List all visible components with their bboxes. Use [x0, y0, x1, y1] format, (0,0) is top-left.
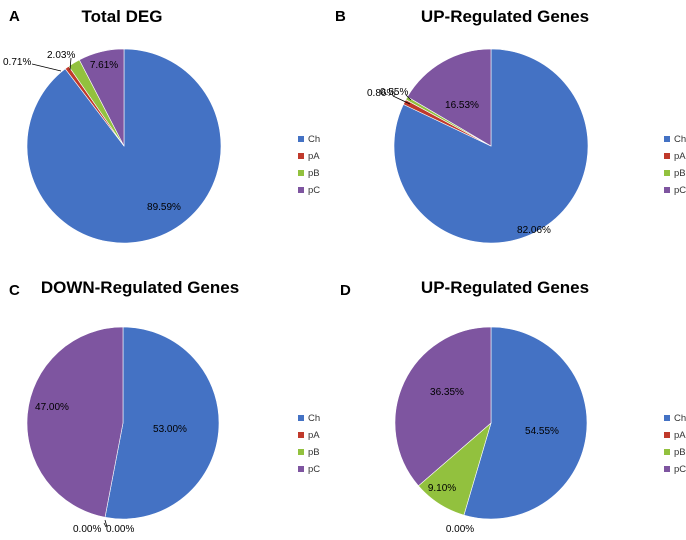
pie-chart-c: C DOWN-Regulated Genes 53.00% 0.00% 0.00% 47.… [9, 278, 320, 535]
data-label-pa: 0.00% [73, 524, 101, 535]
legend-label-ch: Ch [674, 134, 686, 145]
pie-chart-a: A Total DEG 89.59% 0.71% 2.03% 7.61% Ch pA pB pC [3, 7, 320, 244]
chart-title: UP-Regulated Genes [421, 278, 589, 297]
data-label-pa: 0.71% [3, 57, 31, 68]
legend-label-pa: pA [308, 430, 320, 441]
pie-chart-d: D UP-Regulated Genes 54.55% 0.00% 9.10% 36.35… [340, 278, 686, 535]
leader-line [31, 63, 62, 72]
legend-swatch-pc [298, 187, 304, 193]
pie-slice-pc [407, 48, 492, 147]
leader-line [104, 519, 108, 528]
legend-swatch-pa [664, 153, 670, 159]
legend-label-pb: pB [308, 168, 320, 179]
leader-line [392, 95, 411, 105]
data-label-ch: 82.06% [517, 225, 551, 236]
pie-slice-pc [26, 326, 124, 518]
panel-letter: C [9, 282, 20, 299]
legend-swatch-ch [664, 136, 670, 142]
data-label-pc: 16.53% [445, 100, 479, 111]
legend-label-ch: Ch [308, 413, 320, 424]
data-label-pc: 36.35% [430, 387, 464, 398]
legend-label-pb: pB [308, 447, 320, 458]
data-label-ch: 89.59% [147, 202, 181, 213]
leader-line [405, 94, 412, 101]
chart-title: Total DEG [82, 7, 163, 26]
legend-label-pc: pC [674, 464, 686, 475]
legend-label-ch: Ch [308, 134, 320, 145]
panel-letter: A [9, 8, 20, 25]
data-label-pa: 0.86% [367, 88, 395, 99]
legend-label-pa: pA [308, 151, 320, 162]
data-label-pb: 0.55% [380, 87, 408, 98]
data-label-pa: 0.00% [446, 524, 474, 535]
legend-swatch-pc [298, 466, 304, 472]
data-label-pb: 9.10% [428, 483, 456, 494]
data-label-pb: 2.03% [47, 50, 75, 61]
legend-label-pa: pA [674, 151, 686, 162]
pie-slice-pc [78, 48, 125, 147]
leader-line [69, 57, 72, 71]
legend-swatch-pa [298, 432, 304, 438]
legend-swatch-ch [298, 136, 304, 142]
legend-swatch-pc [664, 466, 670, 472]
legend-label-pb: pB [674, 447, 686, 458]
pie-slice-ch [463, 326, 588, 520]
panel-letter: B [335, 8, 346, 25]
data-label-pc: 7.61% [90, 60, 118, 71]
pie-slice-ch [26, 48, 222, 244]
panel-letter: D [340, 282, 351, 299]
legend-swatch-pb [298, 449, 304, 455]
pie-chart-b: B UP-Regulated Genes 82.06% 0.86%0.55% 16.53… [335, 7, 686, 244]
legend-label-pc: pC [308, 185, 320, 196]
legend-label-pa: pA [674, 430, 686, 441]
chart-title: UP-Regulated Genes [421, 7, 589, 26]
legend-label-ch: Ch [674, 413, 686, 424]
data-label-pc: 47.00% [35, 402, 69, 413]
legend-swatch-ch [664, 415, 670, 421]
data-label-ch: 53.00% [153, 424, 187, 435]
legend-swatch-pb [664, 170, 670, 176]
legend-swatch-pa [298, 153, 304, 159]
data-label-pb: 0.00% [106, 524, 134, 535]
legend-swatch-ch [298, 415, 304, 421]
leader-line [103, 522, 107, 528]
pie-slice-ch [104, 326, 220, 520]
pie-slice-pc [394, 326, 492, 487]
legend-label-pc: pC [308, 464, 320, 475]
data-label-ch: 54.55% [525, 426, 559, 437]
legend-label-pc: pC [674, 185, 686, 196]
legend-label-pb: pB [674, 168, 686, 179]
legend-swatch-pb [664, 449, 670, 455]
legend-swatch-pb [298, 170, 304, 176]
legend-swatch-pc [664, 187, 670, 193]
legend-swatch-pa [664, 432, 670, 438]
chart-title: DOWN-Regulated Genes [41, 278, 239, 297]
